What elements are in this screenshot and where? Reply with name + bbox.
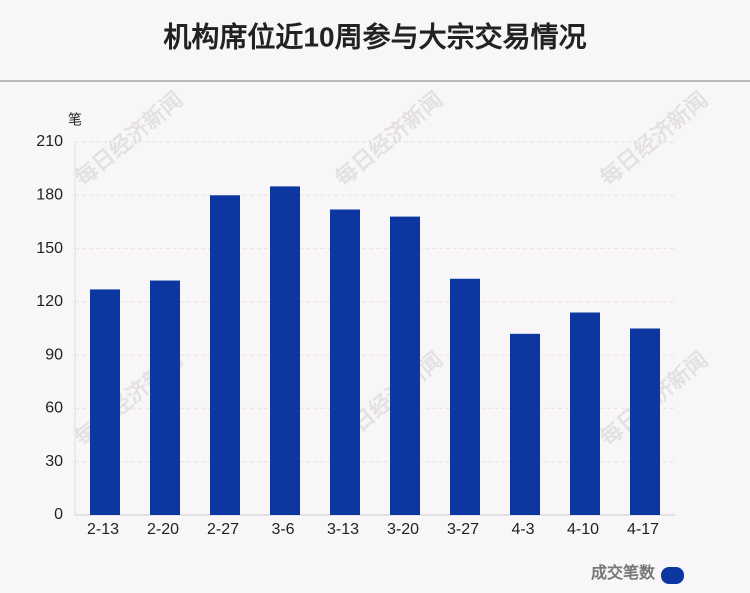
bar <box>150 280 180 515</box>
x-tick-label: 3-20 <box>387 521 419 538</box>
legend-label: 成交笔数 <box>591 563 656 582</box>
y-unit: 笔 <box>68 112 82 128</box>
x-tick-label: 4-10 <box>567 521 599 538</box>
bar <box>210 195 240 516</box>
y-tick-label: 60 <box>45 400 63 417</box>
bar <box>510 333 540 515</box>
y-tick-label: 150 <box>36 240 63 257</box>
y-tick-label: 210 <box>36 133 63 150</box>
x-tick-label: 3-13 <box>327 521 359 538</box>
legend-swatch <box>661 567 684 584</box>
y-tick-label: 120 <box>36 293 63 310</box>
y-tick-label: 0 <box>54 506 63 523</box>
bar <box>330 209 360 515</box>
bar <box>570 312 600 515</box>
bar <box>90 289 120 515</box>
chart-title: 机构席位近10周参与大宗交易情况 <box>163 20 586 52</box>
x-tick-label: 2-13 <box>87 521 119 538</box>
x-tick-label: 2-20 <box>147 521 179 538</box>
bar <box>270 186 300 515</box>
bar <box>390 216 420 515</box>
x-tick-label: 4-3 <box>511 521 534 538</box>
x-tick-label: 2-27 <box>207 521 239 538</box>
x-tick-label: 4-17 <box>627 521 659 538</box>
bar <box>450 278 480 515</box>
y-tick-label: 30 <box>45 453 63 470</box>
y-tick-label: 90 <box>45 346 63 363</box>
bar <box>630 328 660 515</box>
x-tick-label: 3-27 <box>447 521 479 538</box>
x-tick-label: 3-6 <box>271 521 294 538</box>
y-tick-label: 180 <box>36 187 63 204</box>
